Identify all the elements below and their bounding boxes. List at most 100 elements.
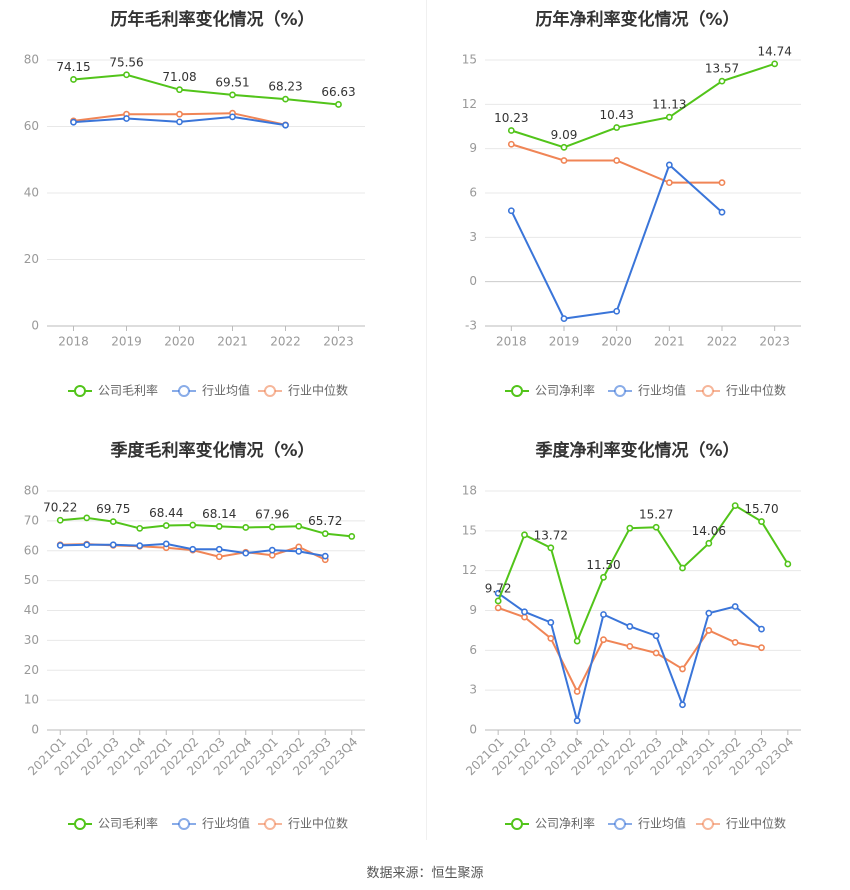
data-point	[521, 531, 528, 539]
data-label: 74.15	[56, 60, 90, 74]
y-tick-label: 9	[469, 603, 477, 617]
data-point	[295, 522, 303, 530]
data-point	[705, 609, 713, 617]
panel-divider	[426, 0, 427, 840]
legend-item[interactable]: 行业均值	[172, 816, 250, 831]
data-label: 11.50	[586, 558, 620, 572]
y-tick-label: 0	[469, 274, 477, 288]
data-label: 71.08	[162, 70, 196, 84]
legend-item[interactable]: 行业均值	[608, 816, 686, 831]
data-point	[83, 514, 91, 522]
chart-title: 历年毛利率变化情况（%）	[110, 9, 314, 30]
legend-item[interactable]: 行业中位数	[258, 383, 348, 398]
x-tick-label: 2022	[270, 335, 301, 349]
data-label: 10.43	[599, 108, 633, 122]
y-tick-label: 0	[31, 723, 39, 737]
y-tick-label: 3	[469, 230, 477, 244]
series-2	[507, 140, 726, 187]
y-tick-label: 6	[469, 186, 477, 200]
data-point	[282, 95, 289, 103]
data-source-note: 数据来源：恒生聚源	[366, 866, 484, 881]
data-point	[626, 524, 634, 532]
data-point	[613, 124, 621, 131]
y-tick-label: 12	[462, 97, 477, 111]
data-point	[521, 608, 528, 616]
data-point	[547, 544, 555, 552]
data-point	[705, 539, 713, 547]
data-point	[573, 637, 581, 645]
legend-item[interactable]: 公司毛利率	[68, 816, 158, 831]
data-label: 9.09	[551, 128, 578, 142]
data-label: 69.51	[215, 75, 249, 89]
data-point	[136, 524, 144, 532]
data-point	[560, 157, 568, 164]
series-1	[70, 113, 289, 129]
legend-item[interactable]: 行业均值	[172, 383, 250, 398]
data-point	[321, 552, 329, 560]
legend-label: 行业中位数	[726, 383, 786, 398]
x-tick-label: 2023	[323, 335, 354, 349]
legend-item[interactable]: 行业均值	[608, 383, 686, 398]
legend-marker	[511, 385, 523, 397]
data-label: 10.23	[494, 111, 528, 125]
data-label: 14.06	[692, 524, 726, 538]
data-point	[718, 208, 726, 216]
series-0: 74.15 75.56 71.08 69.51 68.23 66.63	[56, 55, 356, 108]
legend-label: 公司净利率	[535, 383, 595, 398]
data-point	[494, 597, 502, 605]
data-point	[295, 547, 303, 555]
legend-item[interactable]: 公司净利率	[505, 816, 595, 831]
data-point	[215, 545, 223, 553]
data-point	[705, 627, 713, 634]
legend-item[interactable]: 公司毛利率	[68, 383, 158, 398]
legend-item[interactable]: 行业中位数	[696, 383, 786, 398]
legend-item[interactable]: 公司净利率	[505, 383, 595, 398]
data-label: 68.23	[268, 80, 302, 94]
data-point	[679, 701, 686, 709]
data-label: 9.72	[485, 581, 512, 595]
data-label: 66.63	[321, 85, 355, 99]
legend-marker	[702, 385, 714, 397]
legend-marker	[74, 818, 86, 830]
data-label: 68.44	[149, 506, 183, 520]
legend-marker	[614, 385, 626, 397]
data-point	[56, 541, 64, 549]
data-point	[547, 634, 555, 642]
series-line	[510, 163, 723, 320]
legend-label: 行业中位数	[288, 383, 348, 398]
y-tick-label: 3	[469, 683, 477, 697]
legend-marker	[511, 818, 523, 830]
data-point	[771, 60, 779, 68]
y-tick-label: 9	[469, 141, 477, 155]
legend-label: 公司毛利率	[98, 383, 158, 398]
x-tick-label: 2021	[217, 335, 248, 349]
legend-label: 行业中位数	[288, 816, 348, 831]
legend-item[interactable]: 行业中位数	[696, 816, 786, 831]
legend-label: 行业均值	[638, 816, 686, 831]
data-point	[335, 101, 342, 108]
data-point	[268, 546, 276, 554]
legend-item[interactable]: 行业中位数	[258, 816, 348, 831]
data-point	[162, 522, 170, 529]
series-2	[494, 604, 765, 695]
data-label: 11.13	[652, 98, 686, 112]
data-point	[56, 516, 64, 524]
data-point	[560, 315, 568, 323]
chart-panel-annual-net-margin: 历年净利率变化情况（%） -3 0 3 6 9 12 15 2018 2019 2020 2021 20…	[425, 0, 850, 432]
data-point	[136, 542, 144, 550]
y-tick-label: 20	[24, 663, 39, 677]
x-tick-label: 2021	[654, 335, 685, 349]
data-point	[547, 619, 555, 626]
y-tick-label: 18	[462, 484, 477, 498]
data-point	[189, 521, 197, 529]
series-1	[507, 161, 726, 323]
y-tick-label: 70	[24, 513, 39, 527]
series-line	[497, 504, 789, 645]
x-tick-label: 2020	[601, 335, 632, 349]
data-point	[613, 157, 621, 164]
data-point	[521, 613, 528, 621]
data-point	[229, 91, 236, 99]
x-tick-label: 2023	[759, 335, 790, 349]
data-label: 15.27	[639, 508, 673, 522]
data-point	[176, 118, 183, 126]
